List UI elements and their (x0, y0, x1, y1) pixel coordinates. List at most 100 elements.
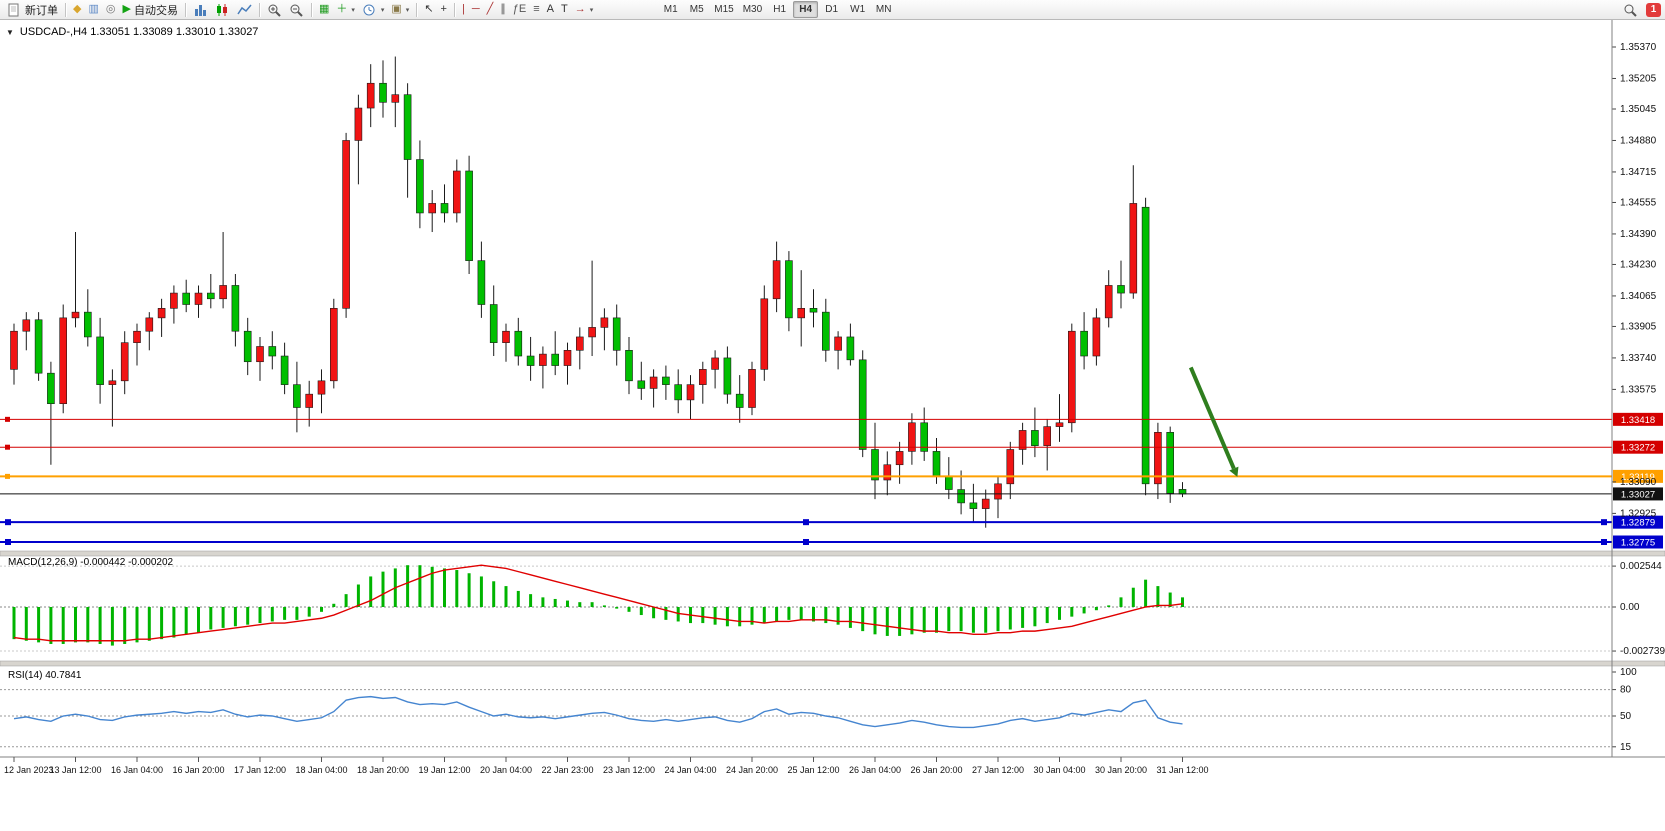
zoom-out-icon[interactable] (286, 1, 307, 19)
toolbar-separator (65, 2, 66, 17)
notification-badge[interactable]: 1 (1646, 2, 1661, 17)
tile-windows-icon-glyph: ▦ (318, 3, 330, 15)
vertical-line-icon[interactable]: | (459, 1, 468, 19)
label-icon-glyph: T (560, 3, 568, 15)
candles-layer (10, 56, 1187, 528)
fibonacci-icon[interactable]: ƒE (510, 1, 529, 19)
candlestick-chart-icon[interactable] (212, 1, 233, 19)
svg-text:80: 80 (1620, 685, 1632, 696)
arrows-tools-icon-glyph: → (574, 3, 586, 15)
trendline-icon[interactable]: ╱ (484, 1, 497, 19)
timeframe-button-h4[interactable]: H4 (793, 1, 819, 18)
timeframe-button-d1[interactable]: D1 (819, 1, 844, 18)
arrows-tools-icon[interactable]: → ▾ (572, 1, 597, 19)
svg-text:1.35205: 1.35205 (1620, 73, 1657, 84)
annotation-arrow[interactable] (1188, 366, 1236, 470)
hline-handle[interactable] (803, 519, 809, 526)
periods-icon[interactable]: ▾ (359, 1, 388, 19)
svg-text:1.33090: 1.33090 (1620, 477, 1657, 488)
svg-text:1.33027: 1.33027 (1621, 489, 1655, 500)
svg-text:1.34230: 1.34230 (1620, 259, 1657, 270)
symbols-icon-glyph: ◆ (73, 3, 82, 15)
zoom-in-icon[interactable] (264, 1, 285, 19)
hline-handle[interactable] (5, 519, 11, 526)
price-badge (1613, 440, 1663, 454)
timeframe-button-m15[interactable]: M15 (710, 1, 737, 18)
templates-icon-glyph: ▣ (391, 3, 402, 15)
rsi-line (13, 695, 1183, 729)
autotrading-button-label: 自动交易 (133, 4, 178, 17)
timeframe-button-w1[interactable]: W1 (845, 1, 870, 18)
cycle-lines-icon[interactable]: ≡ (530, 1, 542, 19)
price-badge (1613, 535, 1663, 549)
templates-icon[interactable]: ▣ ▾ (388, 1, 412, 19)
dropdown-caret-icon: ▾ (351, 6, 355, 14)
svg-text:26 Jan 20:00: 26 Jan 20:00 (910, 765, 962, 775)
svg-text:16 Jan 20:00: 16 Jan 20:00 (172, 765, 224, 775)
hline-handle[interactable] (5, 539, 11, 545)
hline-handle[interactable] (803, 539, 809, 545)
chart-background (0, 20, 1665, 831)
svg-text:15: 15 (1620, 742, 1632, 753)
timeframe-button-m30[interactable]: M30 (739, 1, 766, 18)
symbols-icon[interactable]: ◆ (70, 1, 84, 19)
channel-icon[interactable]: ∥ (497, 1, 509, 19)
panel-separator[interactable] (0, 660, 1665, 667)
search-icon[interactable] (1620, 1, 1641, 19)
label-icon[interactable]: T (558, 1, 571, 19)
text-icon[interactable]: A (544, 1, 557, 19)
svg-text:17 Jan 12:00: 17 Jan 12:00 (234, 765, 286, 775)
cycle-lines-icon-glyph: ≡ (533, 3, 540, 15)
svg-text:100: 100 (1620, 667, 1637, 678)
timeframe-button-m5[interactable]: M5 (684, 1, 709, 18)
hline-handle[interactable] (1601, 519, 1607, 526)
chart-canvas[interactable]: 1.33418 1.33272 1.33119 1.33027 1.32879 1.327… (0, 20, 1665, 831)
svg-text:1.34390: 1.34390 (1620, 229, 1657, 240)
hline-handle[interactable] (5, 444, 10, 450)
strategy-tester-icon[interactable]: ◎ (103, 1, 119, 19)
hline-handle[interactable] (5, 473, 10, 479)
svg-text:1.35370: 1.35370 (1620, 42, 1657, 53)
dropdown-caret-icon: ▾ (380, 6, 385, 14)
horizontal-line-icon[interactable]: ─ (469, 1, 483, 19)
svg-text:23 Jan 12:00: 23 Jan 12:00 (603, 765, 655, 775)
price-badge (1613, 487, 1663, 501)
macd-histogram (12, 565, 1184, 646)
terminal-icon[interactable]: ▥ (85, 1, 101, 19)
svg-text:1.33418: 1.33418 (1621, 415, 1655, 426)
svg-text:1.33272: 1.33272 (1621, 443, 1655, 454)
toolbar-separator (416, 2, 418, 17)
dropdown-caret-icon: ▾ (589, 6, 594, 14)
new-order-button[interactable]: 新订单 (4, 1, 61, 19)
panel-separator[interactable] (0, 550, 1665, 557)
svg-text:19 Jan 12:00: 19 Jan 12:00 (418, 765, 470, 775)
tile-windows-icon[interactable]: ▦ (316, 1, 332, 19)
timeframe-button-mn[interactable]: MN (871, 1, 896, 18)
line-chart-icon[interactable] (234, 1, 255, 19)
price-badge (1613, 412, 1663, 426)
svg-text:20 Jan 04:00: 20 Jan 04:00 (480, 765, 532, 775)
svg-text:31 Jan 12:00: 31 Jan 12:00 (1156, 765, 1208, 775)
crosshair-icon[interactable]: + (438, 1, 450, 19)
toolbar-separator (258, 2, 260, 17)
svg-text:22 Jan 23:00: 22 Jan 23:00 (541, 765, 593, 775)
annotation-arrow-head (1229, 466, 1239, 477)
svg-text:30 Jan 04:00: 30 Jan 04:00 (1033, 765, 1085, 775)
svg-text:50: 50 (1620, 711, 1632, 722)
timeframe-button-h1[interactable]: H1 (767, 1, 792, 18)
bar-chart-icon[interactable] (190, 1, 211, 19)
svg-text:1.32775: 1.32775 (1621, 538, 1655, 549)
autotrading-button[interactable]: ▶ 自动交易 (119, 1, 180, 19)
svg-text:24 Jan 20:00: 24 Jan 20:00 (726, 765, 778, 775)
toolbar-separator (310, 2, 312, 17)
svg-text:18 Jan 20:00: 18 Jan 20:00 (357, 765, 409, 775)
timeframe-button-m1[interactable]: M1 (658, 1, 683, 18)
cursor-icon[interactable]: ↖ (421, 1, 436, 19)
hline-handle[interactable] (1601, 539, 1607, 545)
svg-text:12 Jan 2023: 12 Jan 2023 (4, 765, 54, 775)
indicators-icon[interactable]: ＋ ▾ (333, 1, 358, 19)
svg-text:30 Jan 20:00: 30 Jan 20:00 (1095, 765, 1147, 775)
svg-text:27 Jan 12:00: 27 Jan 12:00 (972, 765, 1024, 775)
price-badge (1613, 515, 1663, 529)
hline-handle[interactable] (5, 416, 10, 422)
